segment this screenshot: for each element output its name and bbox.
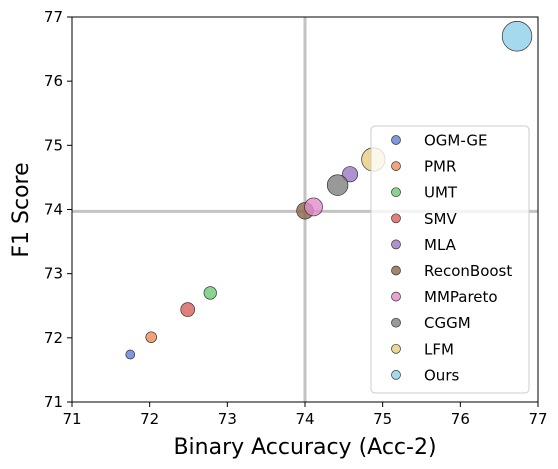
legend-marker-pmr	[391, 161, 401, 171]
legend-box	[370, 125, 530, 394]
x-tick-label: 74	[295, 410, 314, 428]
legend-label-lfm: LFM	[424, 340, 454, 358]
x-tick-label: 73	[218, 410, 237, 428]
data-point-ours	[501, 21, 533, 52]
x-tick-label: 72	[140, 410, 159, 428]
legend-marker-umt	[391, 187, 401, 198]
data-point-pmr	[145, 331, 157, 343]
data-point-mmpareto	[304, 197, 323, 217]
legend-marker-lfm	[391, 343, 401, 354]
legend-marker-reconboost	[391, 265, 401, 276]
x-tick-label: 71	[62, 410, 81, 428]
legend-marker-ours	[391, 370, 401, 380]
y-tick-label: 74	[44, 201, 63, 219]
y-tick-label: 73	[44, 265, 63, 283]
x-tick-label: 77	[528, 410, 547, 428]
data-point-mla	[342, 166, 359, 183]
legend-marker-mla	[391, 239, 401, 250]
y-tick-label: 75	[44, 136, 63, 154]
y-tick-label: 76	[44, 72, 63, 90]
y-tick-label: 77	[44, 8, 63, 26]
data-point-cggm	[326, 174, 349, 196]
legend-marker-ogm-ge	[391, 135, 401, 145]
legend-label-reconboost: ReconBoost	[424, 262, 512, 280]
x-tick-label: 76	[451, 410, 470, 428]
x-tick-label: 75	[373, 410, 392, 428]
legend-marker-mmpareto	[391, 291, 401, 302]
legend-label-ours: Ours	[424, 366, 459, 384]
legend-marker-cggm	[391, 317, 401, 328]
legend-label-cggm: CGGM	[424, 314, 471, 332]
legend-label-pmr: PMR	[424, 158, 456, 176]
data-point-smv	[180, 302, 196, 317]
legend-label-ogm-ge: OGM-GE	[424, 132, 487, 150]
data-point-ogm-ge	[125, 349, 136, 360]
y-axis-label: F1 Score	[9, 162, 34, 257]
x-axis-label: Binary Accuracy (Acc-2)	[173, 435, 436, 460]
legend-label-smv: SMV	[424, 210, 457, 228]
y-tick-label: 71	[44, 393, 63, 411]
data-point-umt	[203, 286, 217, 300]
legend-marker-smv	[391, 213, 401, 224]
legend-label-mla: MLA	[424, 236, 457, 254]
legend-label-umt: UMT	[424, 184, 458, 202]
y-tick-label: 72	[44, 329, 63, 347]
legend-label-mmpareto: MMPareto	[424, 288, 498, 306]
